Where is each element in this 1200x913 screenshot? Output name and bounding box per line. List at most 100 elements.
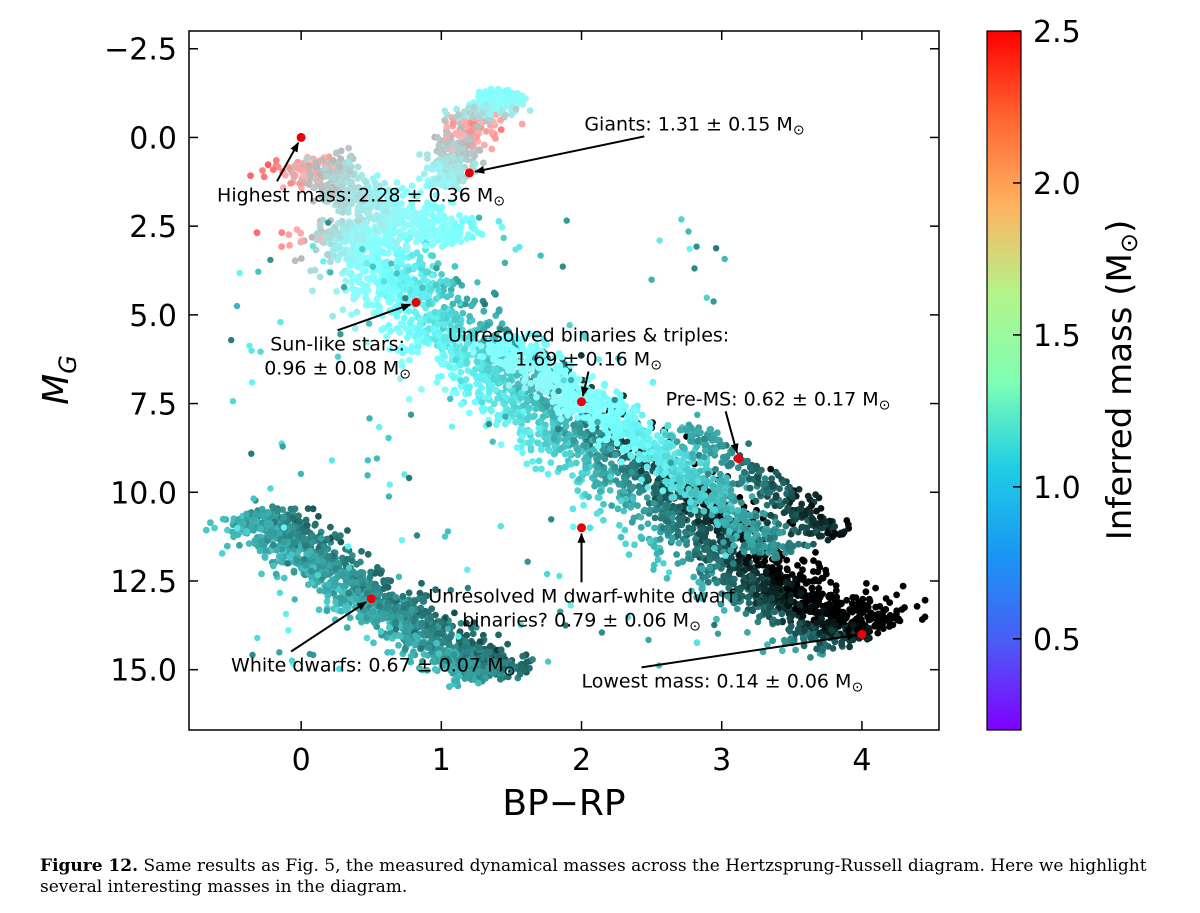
scatter-point (453, 345, 461, 353)
scatter-point (510, 357, 518, 364)
scatter-point (717, 501, 725, 509)
scatter-point (646, 506, 654, 514)
scatter-point (534, 439, 541, 447)
scatter-point (769, 637, 776, 645)
scatter-point (729, 560, 737, 568)
scatter-point (698, 526, 706, 533)
scatter-point (399, 184, 406, 192)
scatter-point (354, 211, 362, 219)
scatter-point (457, 361, 465, 369)
scatter-point (382, 208, 390, 215)
scatter-point (577, 352, 585, 359)
scatter-point (434, 355, 442, 363)
scatter-point (497, 126, 505, 133)
scatter-point (582, 464, 590, 472)
scatter-point (763, 579, 771, 587)
scatter-point (478, 405, 486, 412)
scatter-point (452, 315, 460, 323)
scatter-point (497, 441, 505, 448)
scatter-point (485, 367, 493, 374)
scatter-point (596, 429, 603, 437)
scatter-point (812, 619, 820, 627)
scatter-point (749, 547, 757, 555)
scatter-point (832, 587, 840, 595)
scatter-point (752, 591, 760, 599)
scatter-point (441, 386, 449, 394)
scatter-point (447, 286, 455, 294)
scatter-point (346, 249, 354, 257)
scatter-point (615, 423, 623, 430)
scatter-point (810, 557, 817, 564)
scatter-point (824, 618, 832, 626)
scatter-point (354, 263, 362, 271)
scatter-point (534, 381, 542, 389)
scatter-point (569, 472, 576, 479)
scatter-point (784, 566, 791, 574)
scatter-point (458, 401, 465, 408)
scatter-point (345, 144, 352, 152)
scatter-point (575, 476, 583, 483)
scatter-point (504, 336, 511, 343)
scatter-point (586, 406, 593, 414)
scatter-point (570, 421, 577, 429)
scatter-point (638, 476, 645, 484)
scatter-point (671, 450, 679, 458)
scatter-point (452, 356, 460, 364)
scatter-point (620, 487, 628, 495)
scatter-point (397, 375, 404, 383)
scatter-point (481, 141, 488, 149)
scatter-point (520, 334, 528, 342)
scatter-point (269, 166, 277, 174)
scatter-point (874, 629, 882, 637)
scatter-point (720, 607, 728, 614)
scatter-point (773, 590, 781, 597)
scatter-point (921, 613, 929, 621)
scatter-point (399, 349, 407, 357)
scatter-point (901, 604, 908, 611)
scatter-point (259, 167, 266, 174)
scatter-point (542, 440, 550, 448)
scatter-point (822, 570, 830, 578)
scatter-point (387, 290, 394, 298)
scatter-point (478, 230, 486, 238)
scatter-point (395, 641, 402, 649)
scatter-point (348, 311, 355, 319)
scatter-point (828, 626, 836, 634)
scatter-point (427, 230, 435, 238)
scatter-point (308, 233, 316, 241)
scatter-point (690, 573, 698, 581)
scatter-point (700, 474, 707, 482)
scatter-point (532, 465, 540, 473)
scatter-point (755, 541, 762, 549)
scatter-point (377, 291, 385, 298)
scatter-point (369, 301, 377, 309)
scatter-point (702, 461, 710, 469)
scatter-point (664, 421, 672, 429)
scatter-point (458, 353, 466, 361)
scatter-point (863, 635, 871, 643)
scatter-point (529, 458, 537, 465)
scatter-point (349, 285, 356, 293)
scatter-point (303, 155, 311, 163)
scatter-point (589, 417, 596, 425)
scatter-point (513, 444, 521, 451)
scatter-point (718, 590, 726, 598)
scatter-point (488, 128, 496, 136)
scatter-point (708, 492, 716, 499)
scatter-point (349, 272, 357, 280)
scatter-point (488, 145, 496, 153)
scatter-point (464, 340, 472, 347)
scatter-point (291, 171, 299, 179)
scatter-point (654, 444, 662, 451)
scatter-point (346, 167, 354, 175)
scatter-point (443, 293, 451, 301)
scatter-point (488, 382, 496, 389)
scatter-point (343, 624, 351, 631)
scatter-point (634, 502, 641, 509)
scatter-point (486, 340, 493, 348)
scatter-point (433, 378, 441, 386)
scatter-point (438, 203, 446, 211)
scatter-point (375, 285, 383, 292)
scatter-point (436, 164, 443, 172)
scatter-point (698, 595, 706, 602)
